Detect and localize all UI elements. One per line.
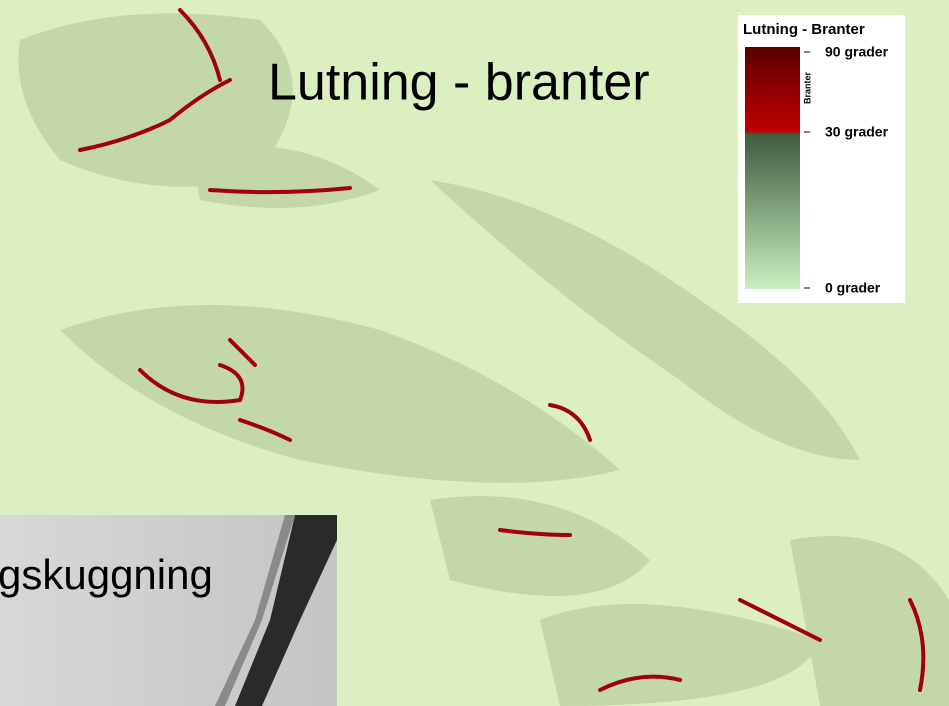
- terrain-relief: [18, 13, 949, 706]
- legend-label: 30 grader: [825, 124, 889, 140]
- hillshade-inset: gskuggning: [0, 515, 337, 706]
- inset-ridge: [235, 515, 337, 706]
- inset-ridge-shade: [215, 515, 295, 706]
- inset-label: gskuggning: [0, 551, 213, 598]
- steep-slopes: [78, 8, 926, 692]
- legend-axis-label: Branter: [802, 72, 812, 105]
- legend-label: 90 grader: [825, 44, 889, 60]
- map-title: Lutning - branter: [268, 54, 650, 112]
- legend-label: 0 grader: [825, 280, 881, 296]
- legend-title: Lutning - Branter: [743, 21, 865, 38]
- legend-colorbar: [745, 47, 800, 289]
- legend: Lutning - Branter Branter 90 grader 30 g…: [738, 15, 905, 303]
